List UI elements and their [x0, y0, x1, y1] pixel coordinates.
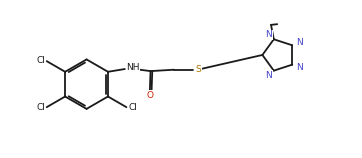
Text: N: N [266, 30, 272, 39]
Text: Cl: Cl [36, 56, 45, 65]
Text: Cl: Cl [128, 103, 137, 112]
Text: O: O [146, 91, 153, 100]
Text: N: N [296, 63, 303, 72]
Text: Cl: Cl [36, 103, 45, 112]
Text: S: S [195, 65, 201, 74]
Text: N: N [296, 38, 303, 47]
Text: NH: NH [126, 63, 140, 72]
Text: N: N [266, 71, 272, 80]
